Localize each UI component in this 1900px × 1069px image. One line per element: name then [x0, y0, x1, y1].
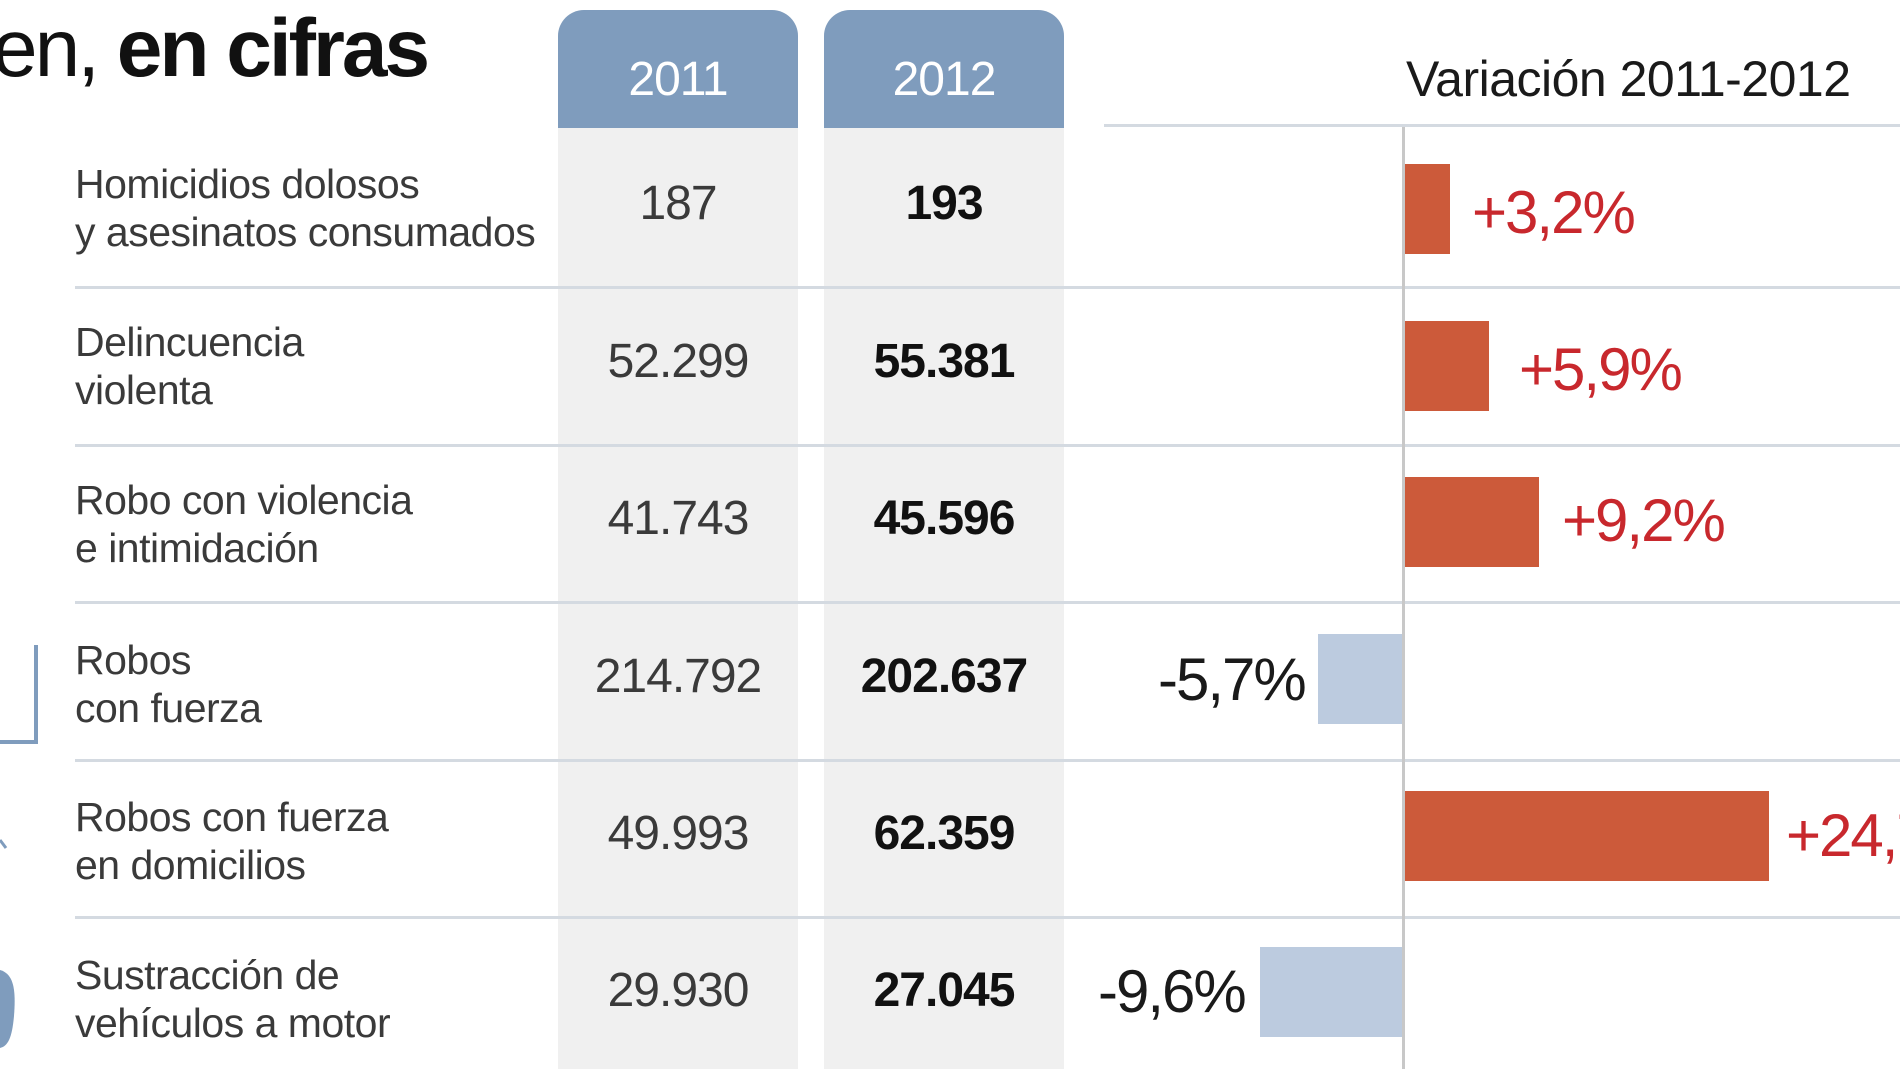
row-label-robos-fuerza: Robos con fuerza	[75, 636, 262, 732]
column-2012: 2012	[824, 10, 1064, 1069]
zero-axis-line	[1402, 127, 1405, 1069]
label-line: Robos con fuerza	[75, 794, 389, 840]
pct-label-robos-fuerza: -5,7%	[1158, 646, 1307, 713]
label-line: con fuerza	[75, 685, 262, 731]
pct-label-homicidios: +3,2%	[1472, 179, 1636, 246]
pct-label-delincuencia: +5,9%	[1519, 336, 1683, 403]
bar-robo-violencia	[1405, 477, 1539, 567]
row-label-delincuencia: Delincuencia violenta	[75, 318, 304, 414]
pct-label-vehiculos: -9,6%	[1098, 958, 1247, 1025]
label-line: Delincuencia	[75, 319, 304, 365]
bar-delincuencia	[1405, 321, 1489, 411]
row-divider	[75, 444, 1900, 447]
label-line: Robos	[75, 637, 192, 683]
value-2012-robos-fuerza: 202.637	[860, 650, 1029, 703]
row-label-robo-violencia: Robo con violencia e intimidación	[75, 476, 413, 572]
row-divider	[75, 759, 1900, 762]
value-2011-robo-violencia: 41.743	[607, 492, 750, 545]
label-line: vehículos a motor	[75, 1000, 391, 1046]
value-2011-vehiculos: 29.930	[607, 964, 750, 1017]
column-2011: 2011	[558, 10, 798, 1069]
bar-vehiculos	[1260, 947, 1402, 1037]
value-2012-homicidios: 193	[905, 177, 983, 230]
variation-header: Variación 2011-2012	[1406, 51, 1851, 107]
label-line: Sustracción de	[75, 952, 340, 998]
title-main: en cifras	[116, 3, 430, 94]
label-line: en domicilios	[75, 842, 306, 888]
row-divider	[75, 601, 1900, 604]
door-illustration-icon	[0, 645, 38, 744]
row-divider	[75, 286, 1900, 289]
value-2011-delincuencia: 52.299	[607, 335, 750, 388]
title-prefix: en,	[0, 3, 117, 94]
value-2012-delincuencia: 55.381	[873, 335, 1016, 388]
value-2012-vehiculos: 27.045	[873, 964, 1016, 1017]
value-2011-homicidios: 187	[639, 177, 717, 230]
bar-homicidios	[1405, 164, 1450, 254]
value-2012-robo-violencia: 45.596	[873, 492, 1016, 545]
row-label-homicidios: Homicidios dolosos y asesinatos consumad…	[75, 160, 536, 256]
value-2011-robos-domicilios: 49.993	[607, 807, 750, 860]
bar-robos-fuerza	[1318, 634, 1402, 724]
car-illustration-icon	[0, 970, 15, 1048]
column-header-2011: 2011	[558, 10, 798, 128]
label-line: y asesinatos consumados	[75, 209, 536, 255]
row-divider	[75, 916, 1900, 919]
label-line: Robo con violencia	[75, 477, 413, 523]
value-2011-robos-fuerza: 214.792	[594, 650, 763, 703]
row-label-robos-domicilios: Robos con fuerza en domicilios	[75, 793, 389, 889]
label-line: Homicidios dolosos	[75, 161, 420, 207]
header-divider	[1104, 124, 1900, 127]
row-label-vehiculos: Sustracción de vehículos a motor	[75, 951, 391, 1047]
pct-label-robo-violencia: +9,2%	[1562, 487, 1726, 554]
column-header-2012: 2012	[824, 10, 1064, 128]
label-line: e intimidación	[75, 525, 319, 571]
bar-robos-domicilios	[1405, 791, 1769, 881]
pct-label-robos-domicilios: +24,7%	[1786, 802, 1900, 869]
value-2012-robos-domicilios: 62.359	[873, 807, 1016, 860]
infographic-title: en, en cifras	[0, 8, 430, 90]
house-illustration-icon	[0, 839, 8, 849]
label-line: violenta	[75, 367, 213, 413]
